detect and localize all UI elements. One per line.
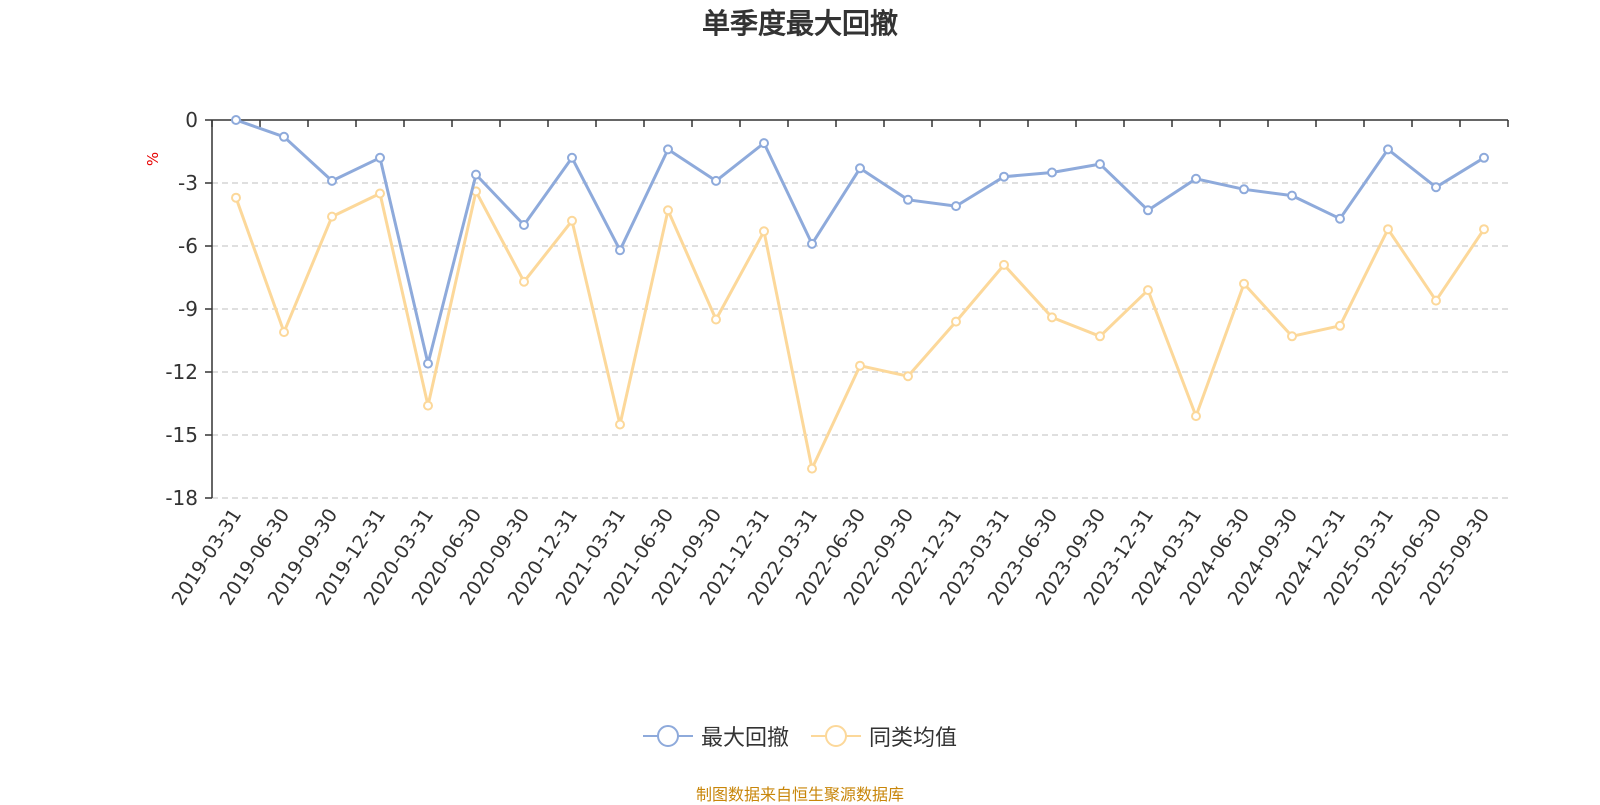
data-point: [519, 276, 529, 287]
y-tick-label: -18: [165, 486, 198, 510]
data-point: [951, 316, 961, 327]
data-point: [615, 245, 625, 256]
data-point: [999, 259, 1009, 270]
data-point: [1047, 312, 1057, 323]
data-point: [327, 175, 337, 186]
data-source-note: 制图数据来自恒生聚源数据库: [695, 785, 904, 804]
data-point: [1143, 205, 1153, 216]
series-line-1: [234, 189, 1486, 471]
data-point: [759, 226, 769, 237]
data-point: [1287, 331, 1297, 342]
data-point: [663, 144, 673, 155]
data-point: [1431, 295, 1441, 306]
y-tick-label: -3: [178, 171, 198, 195]
data-point: [231, 115, 241, 125]
y-tick-label: -6: [178, 234, 198, 258]
series-line-0: [235, 118, 1485, 366]
data-point: [471, 169, 481, 180]
chart-title: 单季度最大回撤: [701, 7, 898, 40]
data-point: [711, 314, 721, 325]
data-point: [1047, 167, 1057, 178]
data-point: [1335, 213, 1345, 224]
data-point: [1239, 278, 1249, 289]
data-point: [279, 327, 289, 338]
data-point: [1479, 152, 1489, 163]
data-point: [375, 188, 385, 199]
data-point: [1335, 320, 1345, 331]
data-point: [1143, 285, 1153, 296]
legend-item[interactable]: 最大回撤: [642, 720, 789, 752]
legend-label: 最大回撤: [700, 726, 789, 751]
data-point: [327, 211, 337, 222]
data-point: [1479, 224, 1489, 235]
data-point: [951, 201, 961, 212]
legend-item[interactable]: 同类均值: [811, 720, 957, 752]
data-point: [615, 419, 625, 430]
data-point: [1383, 144, 1393, 155]
data-point: [903, 371, 913, 382]
y-tick-label: 0: [185, 108, 198, 132]
legend: 最大回撤 同类均值: [0, 720, 1600, 752]
y-tick-label: -12: [165, 360, 198, 384]
y-tick-label: -15: [165, 423, 198, 447]
data-point: [855, 163, 865, 174]
data-point: [1287, 190, 1297, 201]
legend-line-circle-icon: [811, 725, 861, 747]
data-point: [1431, 182, 1441, 193]
data-point: [567, 152, 577, 163]
legend-line-circle-icon: [642, 725, 693, 747]
data-point: [1239, 184, 1249, 195]
data-point: [1095, 331, 1105, 342]
data-point: [807, 463, 817, 474]
data-point: [279, 131, 289, 142]
data-point: [711, 175, 721, 186]
data-point: [1095, 159, 1105, 170]
data-point: [423, 358, 433, 369]
legend-label: 同类均值: [869, 726, 958, 751]
data-point: [567, 215, 577, 226]
data-point: [759, 138, 769, 149]
y-tick-label: -9: [178, 297, 198, 321]
data-point: [903, 194, 913, 205]
line-chart: 0-3-6-9-12-15-182019-03-312019-06-302019…: [165, 108, 1509, 609]
data-point: [1383, 224, 1393, 235]
data-point: [999, 171, 1009, 182]
data-point: [375, 152, 385, 163]
data-point: [519, 220, 529, 230]
data-point: [231, 192, 241, 203]
data-point: [807, 238, 817, 249]
data-point: [663, 205, 673, 216]
data-point: [855, 360, 865, 371]
data-point: [1191, 411, 1201, 422]
data-point: [423, 400, 433, 411]
data-point: [1191, 173, 1201, 184]
